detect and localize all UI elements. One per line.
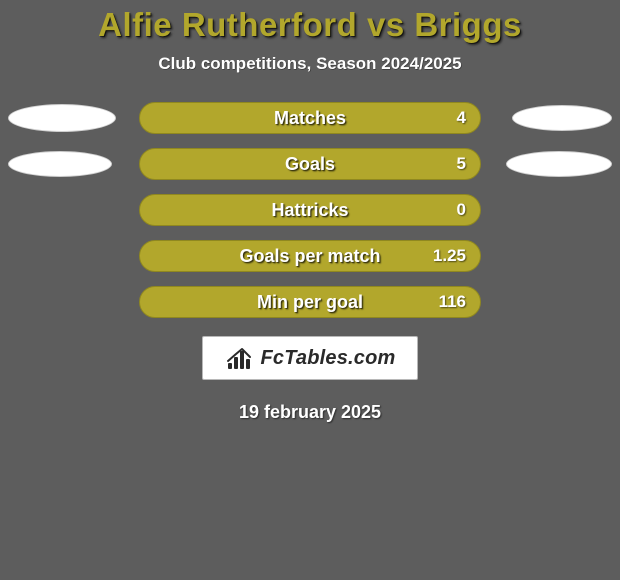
left-ellipse [8,151,112,177]
stat-row: Matches 4 [0,102,620,134]
stats-rows: Matches 4 Goals 5 Hattricks 0 Goals per match 1… [0,102,620,318]
branding-text: FcTables.com [260,347,395,370]
stat-value: 0 [457,200,466,220]
stat-label: Hattricks [271,200,348,221]
fctables-icon [224,345,254,371]
stat-pill: Min per goal 116 [139,286,481,318]
branding-box: FcTables.com [202,336,418,380]
left-ellipse [8,104,116,132]
date-text: 19 february 2025 [0,402,620,423]
page-title: Alfie Rutherford vs Briggs [0,6,620,44]
stat-pill: Goals 5 [139,148,481,180]
stat-label: Goals per match [239,246,380,267]
stat-value: 1.25 [433,246,466,266]
stat-value: 5 [457,154,466,174]
page-subtitle: Club competitions, Season 2024/2025 [0,54,620,74]
stat-pill: Matches 4 [139,102,481,134]
stat-label: Matches [274,108,346,129]
stat-value: 4 [457,108,466,128]
stat-pill: Goals per match 1.25 [139,240,481,272]
stat-pill: Hattricks 0 [139,194,481,226]
stat-row: Min per goal 116 [0,286,620,318]
right-ellipse [506,151,612,177]
stat-value: 116 [439,292,466,312]
right-ellipse [512,105,612,131]
stat-label: Goals [285,154,335,175]
stat-label: Min per goal [257,292,363,313]
stat-row: Hattricks 0 [0,194,620,226]
stat-row: Goals per match 1.25 [0,240,620,272]
comparison-infographic: Alfie Rutherford vs Briggs Club competit… [0,0,620,580]
stat-row: Goals 5 [0,148,620,180]
